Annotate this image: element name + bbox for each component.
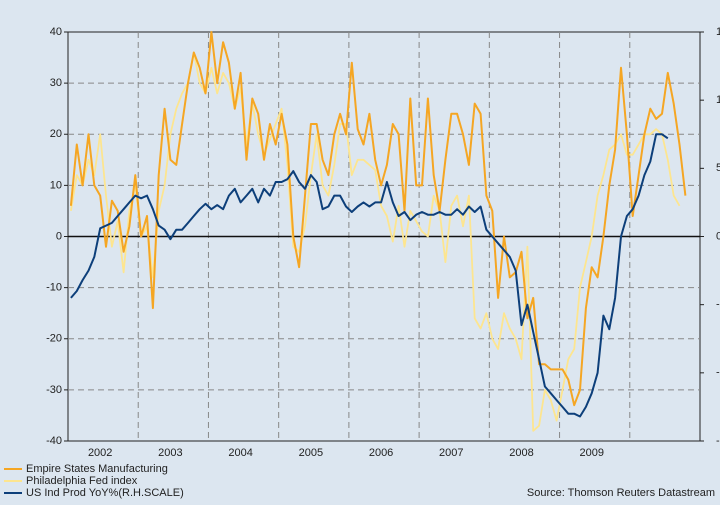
x-tick-label: 2004 [228,447,252,459]
y-tick-label: 20 [50,128,62,140]
y2-tick-label: -15 [716,435,720,447]
legend-label: Philadelphia Fed index [26,475,138,487]
source: Source: Thomson Reuters Datastream [527,487,715,499]
y-tick-label: 40 [50,26,62,38]
y-tick-label: 30 [50,77,62,89]
series-line [70,133,669,418]
x-tick-label: 2008 [509,447,533,459]
y-tick-label: -10 [46,282,62,294]
series-line [70,51,681,432]
y-tick-label: -20 [46,333,62,345]
y-tick-label: 0 [56,230,62,242]
x-tick-label: 2007 [439,447,463,459]
x-tick-label: 2005 [299,447,323,459]
y2-tick-label: -10 [716,367,720,379]
x-tick-label: 2003 [158,447,182,459]
series-line [69,31,687,407]
y2-tick-label: 10 [716,94,720,106]
y2-tick-label: -5 [716,299,720,311]
y2-tick-label: 15 [716,26,720,38]
y-tick-label: -30 [46,384,62,396]
y2-tick-label: 5 [716,162,720,174]
x-tick-label: 2002 [88,447,112,459]
y-tick-label: 10 [50,179,62,191]
y2-tick-label: 0 [716,230,720,242]
x-tick-label: 2009 [579,447,603,459]
legend-label: Empire States Manufacturing [26,463,168,475]
y-tick-label: -40 [46,435,62,447]
legend-label: US Ind Prod YoY%(R.H.SCALE) [26,487,184,499]
x-tick-label: 2006 [369,447,393,459]
